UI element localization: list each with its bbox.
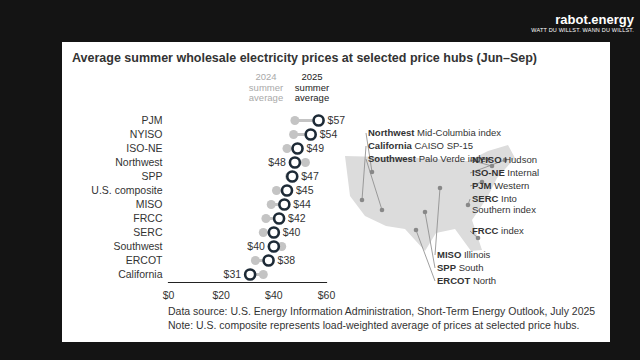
svg-text:NYISO: NYISO [130, 128, 163, 140]
html-text:PJM Western: PJM Western [472, 180, 530, 191]
svg-text:$48: $48 [268, 156, 286, 168]
html-text:rabot.energy: rabot.energy [555, 12, 634, 27]
html-text:WATT DU WILLST. WANN DU WILLST: WATT DU WILLST. WANN DU WILLST. [531, 27, 634, 33]
html-text:2024 summer average: 2024 summer average [248, 71, 284, 103]
svg-text:$40: $40 [247, 240, 265, 252]
svg-text:$38: $38 [278, 254, 296, 266]
html-text:Average summer wholesale elect: Average summer wholesale electricity pri… [72, 51, 537, 65]
svg-text:$0: $0 [163, 289, 175, 301]
html-text:Northwest Mid-Columbia index: Northwest Mid-Columbia index [368, 127, 501, 138]
svg-text:$31: $31 [224, 268, 242, 280]
svg-text:$42: $42 [288, 212, 306, 224]
svg-text:$40: $40 [283, 226, 301, 238]
svg-text:$60: $60 [318, 289, 336, 301]
svg-text:ERCOT: ERCOT [126, 254, 163, 266]
svg-text:SERC: SERC [133, 226, 163, 238]
svg-text:$45: $45 [296, 184, 314, 196]
html-text:SERC Into Southern index: SERC Into Southern index [472, 193, 536, 215]
svg-text:Northwest: Northwest [115, 156, 162, 168]
html-text:ISO-NE Internal: ISO-NE Internal [472, 167, 540, 178]
html-text:Southwest Palo Verde index: Southwest Palo Verde index [368, 153, 491, 164]
html-text:SPP South: SPP South [437, 262, 484, 273]
svg-text:$40: $40 [265, 289, 283, 301]
html-text:California CAISO SP-15: California CAISO SP-15 [368, 140, 474, 151]
svg-text:PJM: PJM [142, 114, 163, 126]
html-text:Note: U.S. composite represent: Note: U.S. composite represents load-wei… [168, 319, 580, 331]
svg-text:$57: $57 [328, 114, 346, 126]
html-text:Data source: U.S. Energy Infor: Data source: U.S. Energy Information Adm… [168, 305, 596, 317]
svg-text:SPP: SPP [141, 170, 162, 182]
svg-text:ISO-NE: ISO-NE [126, 142, 162, 154]
svg-text:$54: $54 [320, 128, 338, 140]
html-text:ERCOT North: ERCOT North [437, 275, 497, 286]
svg-text:California: California [118, 268, 163, 280]
svg-text:FRCC: FRCC [133, 212, 163, 224]
html-text:FRCC index: FRCC index [472, 225, 524, 236]
svg-text:MISO: MISO [136, 198, 163, 210]
svg-text:$47: $47 [301, 170, 319, 182]
html-text:MISO Illinois: MISO Illinois [437, 249, 491, 260]
svg-text:Southwest: Southwest [113, 240, 162, 252]
html-text:NYISO Hudson: NYISO Hudson [472, 154, 537, 165]
svg-text:$49: $49 [307, 142, 325, 154]
svg-text:U.S. composite: U.S. composite [91, 184, 162, 196]
svg-text:$44: $44 [293, 198, 311, 210]
svg-text:$20: $20 [212, 289, 230, 301]
html-text:2025 summer average: 2025 summer average [294, 71, 330, 103]
